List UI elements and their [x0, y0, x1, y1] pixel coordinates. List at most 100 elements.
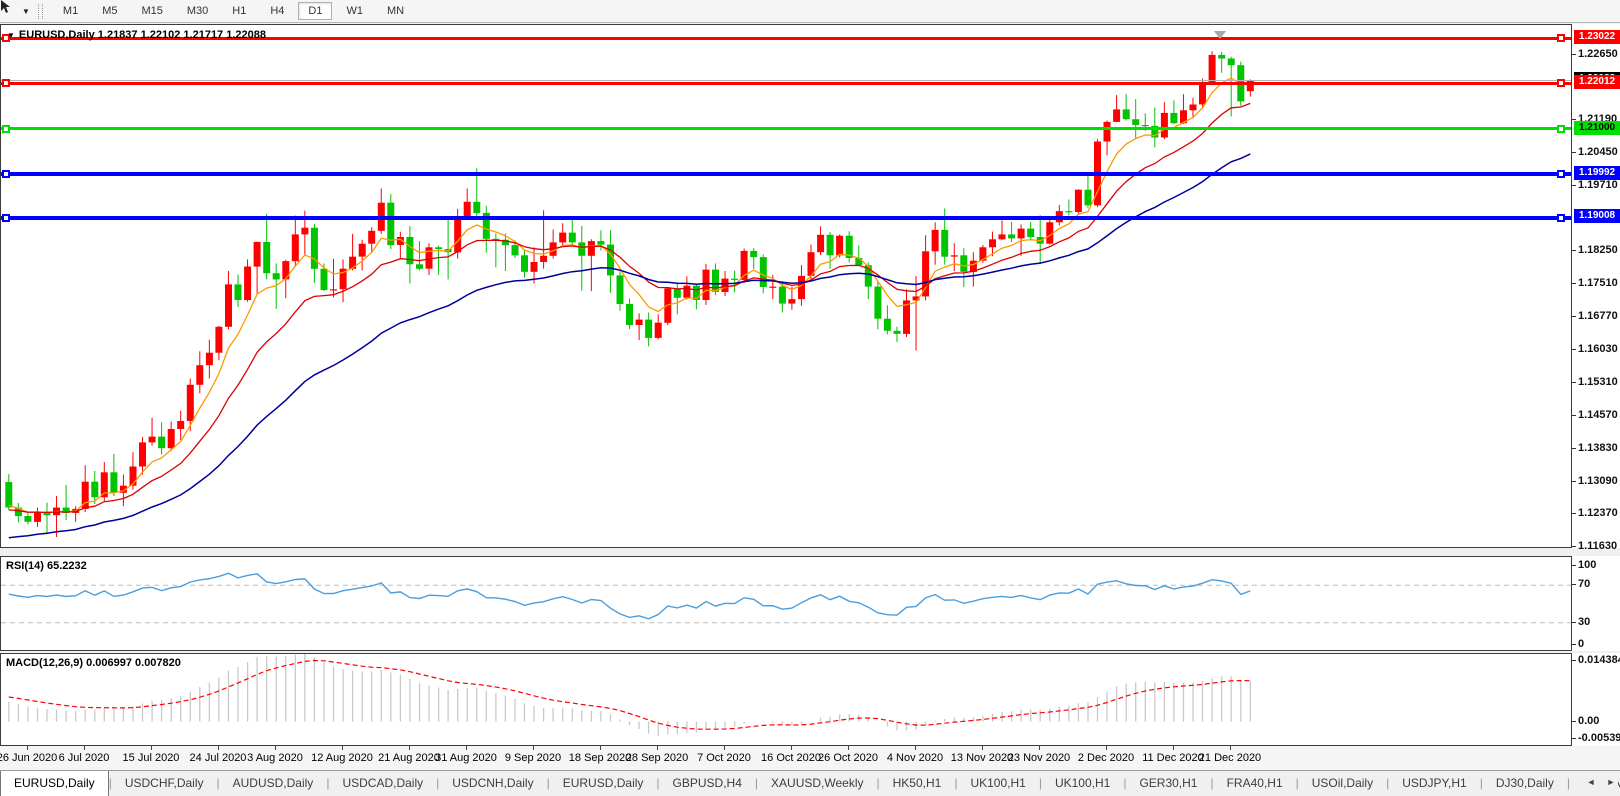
- candle-body-bull: [253, 242, 261, 267]
- date-tick: [848, 746, 849, 750]
- candle: [654, 314, 662, 340]
- candle: [377, 188, 385, 234]
- candle-body-bear: [521, 255, 528, 272]
- candle: [635, 313, 643, 341]
- macd-panel[interactable]: MACD(12,26,9) 0.006997 0.007820: [0, 653, 1572, 746]
- candlestick-chart[interactable]: [1, 25, 1571, 547]
- date-tick: [657, 746, 658, 750]
- price-axis-tick: [1572, 185, 1576, 186]
- candle-body-bull: [148, 436, 156, 443]
- timeframe-button-h1[interactable]: H1: [232, 5, 247, 17]
- candle-body-bear: [750, 250, 758, 258]
- tab-separator: |: [436, 776, 440, 790]
- rsi-panel[interactable]: RSI(14) 65.2232: [0, 556, 1572, 651]
- candle: [1189, 97, 1197, 119]
- hline-1.23022-handle-right[interactable]: [1557, 34, 1565, 43]
- macd-axis-tick: [1572, 721, 1576, 722]
- candle-body-bull: [396, 237, 404, 245]
- tab-uk100-h1[interactable]: UK100,H1: [1054, 776, 1111, 790]
- rsi-axis[interactable]: 100 70 30 0: [1572, 556, 1620, 651]
- candle-body-bear: [406, 237, 414, 265]
- candle-body-bear: [501, 239, 509, 246]
- rsi-chart[interactable]: [1, 557, 1571, 650]
- tab-eurusd-daily[interactable]: EURUSD,Daily: [0, 771, 109, 796]
- hline-1.19992-handle-left[interactable]: [2, 169, 10, 178]
- hline-1.19008-handle-left[interactable]: [2, 213, 10, 222]
- tab-uk100-h1[interactable]: UK100,H1: [970, 776, 1026, 790]
- date-tick: [218, 746, 219, 750]
- rsi-axis-label: 30: [1578, 616, 1591, 628]
- tab-scroll-left-icon[interactable]: ◄: [1586, 777, 1596, 787]
- cursor-tool-dropdown-icon[interactable]: ▼: [22, 6, 30, 16]
- chart-shift-marker-icon[interactable]: [1214, 31, 1226, 39]
- hline-1.21000-handle-right[interactable]: [1557, 124, 1565, 133]
- date-tick: [342, 746, 343, 750]
- candle-body-bear: [960, 255, 968, 272]
- tab-audusd-daily[interactable]: AUDUSD,Daily: [232, 776, 314, 790]
- tab-fra40-h1[interactable]: FRA40,H1: [1226, 776, 1283, 790]
- candle-body-bull: [540, 255, 548, 262]
- timeframe-button-m15[interactable]: M15: [141, 5, 163, 17]
- tab-scroll-right-icon[interactable]: ►: [1606, 777, 1616, 787]
- timeframe-button-d1[interactable]: D1: [298, 2, 333, 20]
- hline-1.23022-handle-left[interactable]: [2, 34, 10, 43]
- chart-title-text: EURUSD,Daily 1.21837 1.22102 1.21717 1.2…: [18, 29, 266, 41]
- macd-axis[interactable]: 0.014384 0.00 -0.005398: [1572, 653, 1620, 746]
- hline-1.22012-handle-right[interactable]: [1557, 79, 1565, 88]
- hline-1.19008-handle-right[interactable]: [1557, 213, 1565, 222]
- hline-1.22012[interactable]: [1, 81, 1571, 85]
- tab-usoil-daily[interactable]: USOil,Daily: [1311, 776, 1374, 790]
- tab-eurusd-daily[interactable]: EURUSD,Daily: [562, 776, 644, 790]
- timeframe-button-m5[interactable]: M5: [102, 5, 118, 17]
- candle: [969, 252, 977, 287]
- tab-dj30-daily[interactable]: DJ30,Daily: [1495, 776, 1554, 790]
- candle: [1227, 56, 1235, 117]
- price-axis[interactable]: 1.22650 1.21190 1.20450 1.19710 1.18250 1.175…: [1572, 24, 1620, 552]
- macd-signal-line: [8, 659, 1251, 730]
- timeframe-button-mn[interactable]: MN: [386, 5, 405, 17]
- candle: [43, 502, 51, 535]
- hline-1.19992-handle-right[interactable]: [1557, 169, 1565, 178]
- hline-1.22012-handle-left[interactable]: [2, 79, 10, 88]
- timeframe-button-h4[interactable]: H4: [270, 5, 285, 17]
- tab-usdcad-daily[interactable]: USDCAD,Daily: [342, 776, 424, 790]
- tab-ger30-h1[interactable]: GER30,H1: [1139, 776, 1198, 790]
- hline-1.21000[interactable]: [1, 127, 1571, 131]
- tab-hk50-h1[interactable]: HK50,H1: [892, 776, 942, 790]
- date-tick: [791, 746, 792, 750]
- timeframe-buttons: M1 M5 M15 M30 H1 H4 D1 W1 MN: [51, 2, 416, 20]
- candle-body-bear: [110, 472, 118, 493]
- price-axis-tick: [1572, 152, 1576, 153]
- macd-chart[interactable]: [1, 654, 1571, 745]
- price-axis-tick: [1572, 316, 1576, 317]
- timeframe-button-m1[interactable]: M1: [62, 5, 79, 17]
- tab-usdcnh-daily[interactable]: USDCNH,Daily: [452, 776, 534, 790]
- date-axis[interactable]: 26 Jun 2020 6 Jul 2020 15 Jul 2020 24 Jul 2…: [0, 746, 1620, 770]
- candle: [645, 312, 653, 347]
- candle-body-bear: [5, 482, 13, 508]
- hline-1.21000-handle-left[interactable]: [2, 124, 10, 133]
- hline-1.19008[interactable]: [1, 215, 1571, 220]
- tab-usdjpy-h1[interactable]: USDJPY,H1: [1402, 776, 1467, 790]
- tab-xauusd-weekly[interactable]: XAUUSD,Weekly: [771, 776, 864, 790]
- candle: [950, 243, 958, 271]
- rsi-axis-label: 70: [1578, 578, 1591, 590]
- tab-gbpusd-h4[interactable]: GBPUSD,H4: [672, 776, 742, 790]
- chart-tab-bar: EURUSD,Daily | USDCHF,Daily | AUDUSD,Daily | U…: [0, 770, 1620, 796]
- tab-usdchf-daily[interactable]: USDCHF,Daily: [124, 776, 204, 790]
- toolbar-grip[interactable]: [37, 3, 43, 19]
- timeframe-button-w1[interactable]: W1: [346, 5, 363, 17]
- candle: [177, 410, 185, 441]
- cursor-tool-icon[interactable]: [1, 0, 22, 19]
- hline-1.19992[interactable]: [1, 171, 1571, 176]
- current-price-line[interactable]: [1, 79, 1571, 81]
- candle: [1084, 171, 1092, 208]
- date-tick: [1230, 746, 1231, 750]
- tab-separator: |: [1038, 776, 1042, 790]
- hline-1.23022[interactable]: [1, 36, 1571, 40]
- timeframe-button-m30[interactable]: M30: [186, 5, 209, 17]
- macd-axis-tick: [1572, 738, 1576, 739]
- chart-expand-icon[interactable]: ▼: [7, 31, 15, 40]
- candle: [1113, 95, 1121, 123]
- price-chart-panel[interactable]: ▼ EURUSD,Daily 1.21837 1.22102 1.21717 1.…: [0, 24, 1572, 548]
